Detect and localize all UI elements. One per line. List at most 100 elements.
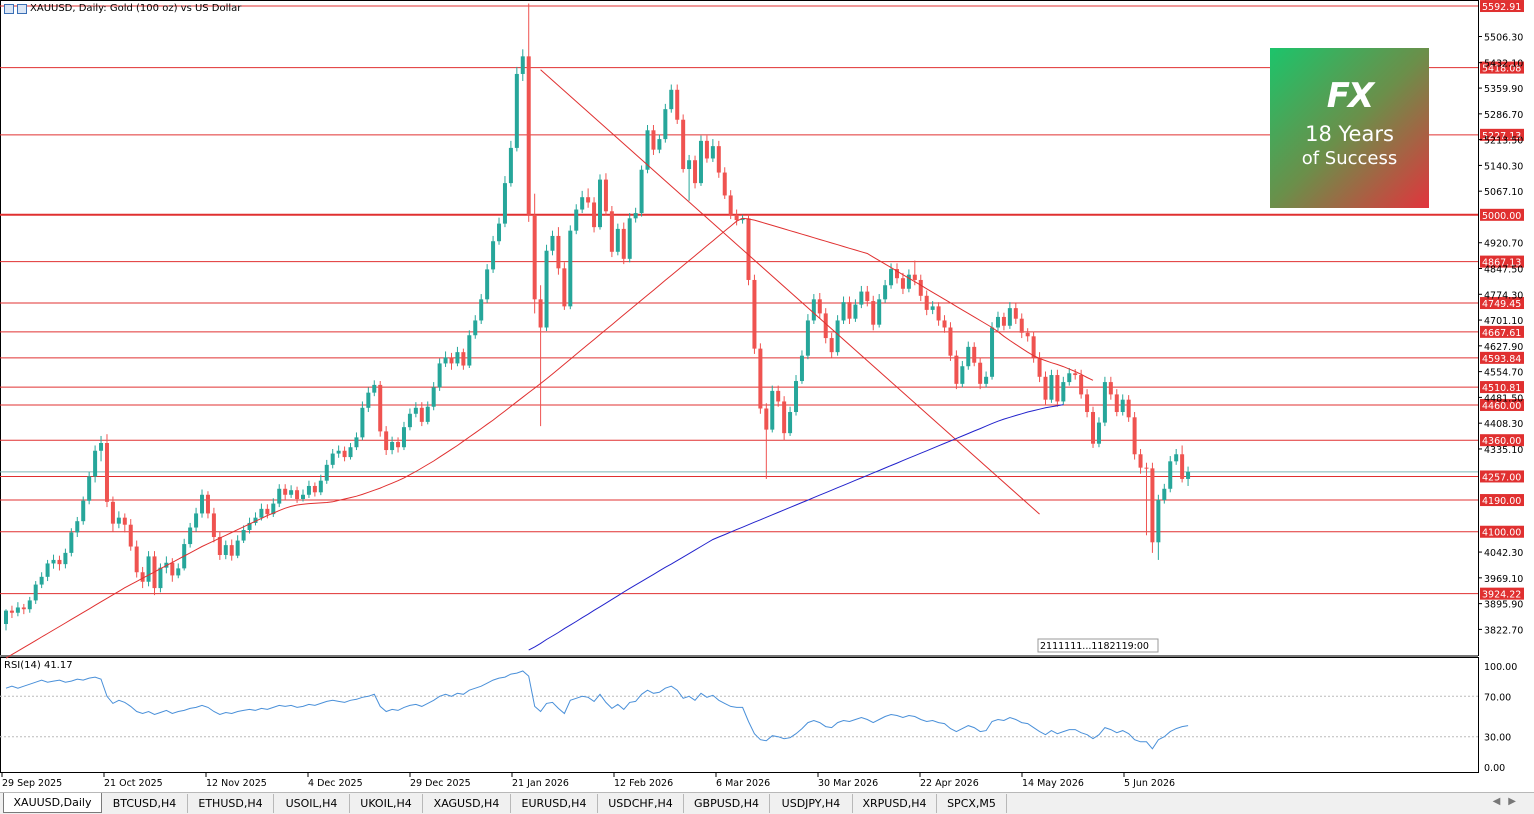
candle-body [722,172,727,196]
tab-usdchf-h4[interactable]: USDCHF,H4 [598,794,684,813]
price-tick-label: 3969.10 [1484,574,1523,585]
candle-body [651,130,656,150]
tab-eurusd-h4[interactable]: EURUSD,H4 [511,794,598,813]
level-label-bg [1480,0,1524,13]
tab-scroll-arrows[interactable]: ◀▶ [1492,796,1524,807]
candle-body [211,513,216,538]
price-tick-label: 4042.30 [1484,548,1523,559]
candle-body [900,278,905,289]
chart-type-icon[interactable] [17,3,27,14]
level-label: 3924.22 [1482,590,1521,601]
candle-body [15,607,20,613]
price-tick-label: 4920.70 [1484,239,1523,250]
candle-body [633,213,638,219]
time-tick-label: 22 Apr 2026 [920,778,979,789]
candle-body [1067,373,1072,383]
candle-body [443,357,448,364]
symbol-icon[interactable] [4,3,14,14]
level-label: 4749.45 [1482,299,1521,310]
candle-body [687,160,692,170]
candle-body [253,517,258,523]
candle-body [598,179,602,228]
candle-body [194,513,199,528]
candle-body [116,517,121,524]
rsi-tick-label: 30.00 [1484,733,1511,744]
candle-body [782,401,787,434]
candle-body [104,443,109,502]
candle-body [485,269,490,300]
candle-body [799,355,804,382]
chart-area[interactable]: 5592.91 5418.08 5227.13 5000.00 4867.13 4749.… [0,0,1534,792]
candle-body [176,568,181,576]
candle-body [663,109,668,140]
candle-body [627,218,632,259]
price-tick-label: 4774.30 [1484,290,1523,301]
candle-body [200,494,205,514]
candle-body [906,274,911,289]
candle-body [324,464,329,481]
candle-body [396,441,401,448]
candle-body [805,320,810,356]
candle-body [146,556,151,582]
candle-body [776,390,781,402]
candle-body [645,130,650,170]
candle-body [948,327,953,356]
tab-ethusd-h4[interactable]: ETHUSD,H4 [188,794,274,813]
candle-body [271,503,276,515]
price-tick-label: 4481.50 [1484,393,1523,404]
candle-body [188,527,193,545]
logo-years: 18 Years [1305,122,1394,146]
tab-usdjpy-h4[interactable]: USDJPY,H4 [770,794,853,813]
candle-body [39,576,44,585]
time-tick-label: 12 Feb 2026 [614,778,673,789]
candle-body [479,299,484,321]
price-tick-label: 5359.90 [1484,84,1523,95]
tab-btcusd-h4[interactable]: BTCUSD,H4 [102,794,188,813]
tab-spcx-m5[interactable]: SPCX,M5 [937,794,1007,813]
candle-body [57,559,62,565]
candle-body [229,545,234,556]
candle-body [1180,454,1185,479]
tab-xauusd-daily[interactable]: XAUUSD,Daily [3,793,102,813]
candle-body [746,218,751,280]
candle-body [502,183,507,224]
level-label-bg [1480,325,1524,338]
tab-ukoil-h4[interactable]: UKOIL,H4 [350,794,423,813]
candlesticks [4,3,1191,631]
candle-body [1025,332,1030,337]
level-label-bg [1480,128,1524,141]
candle-body [568,230,573,307]
time-tick-label: 6 Mar 2026 [716,778,770,789]
tab-usoil-h4[interactable]: USOIL,H4 [274,794,350,813]
ma-short-line [5,217,1094,659]
time-tick-label: 29 Sep 2025 [2,778,62,789]
candle-body [312,485,317,493]
candle-body [265,508,270,515]
candle-body [306,485,311,495]
tab-xagusd-h4[interactable]: XAGUSD,H4 [423,794,511,813]
candle-body [871,301,876,325]
candle-body [615,228,620,252]
candle-body [87,476,92,501]
candle-body [1091,412,1096,444]
tab-gbpusd-h4[interactable]: GBPUSD,H4 [684,794,770,813]
rsi-tick-label: 0.00 [1484,763,1505,774]
candle-body [698,140,703,184]
candle-body [669,89,674,110]
candle-body [823,313,828,339]
candle-body [1138,454,1143,468]
candle-body [794,381,799,413]
candle-body [657,139,662,150]
candle-body [277,488,282,504]
level-label-bg [1480,587,1524,600]
candle-body [419,407,424,422]
candle-body [1150,468,1155,543]
candle-body [1085,394,1090,413]
candle-body [538,299,543,328]
level-label: 4460.00 [1482,401,1521,412]
price-axis: 5506.30 5432.10 5359.90 5286.70 5213.50 5140.… [1478,33,1523,636]
candle-body [122,517,127,525]
tab-xrpusd-h4[interactable]: XRPUSD,H4 [853,794,937,813]
level-label: 5418.08 [1482,64,1521,75]
candle-body [69,532,74,553]
